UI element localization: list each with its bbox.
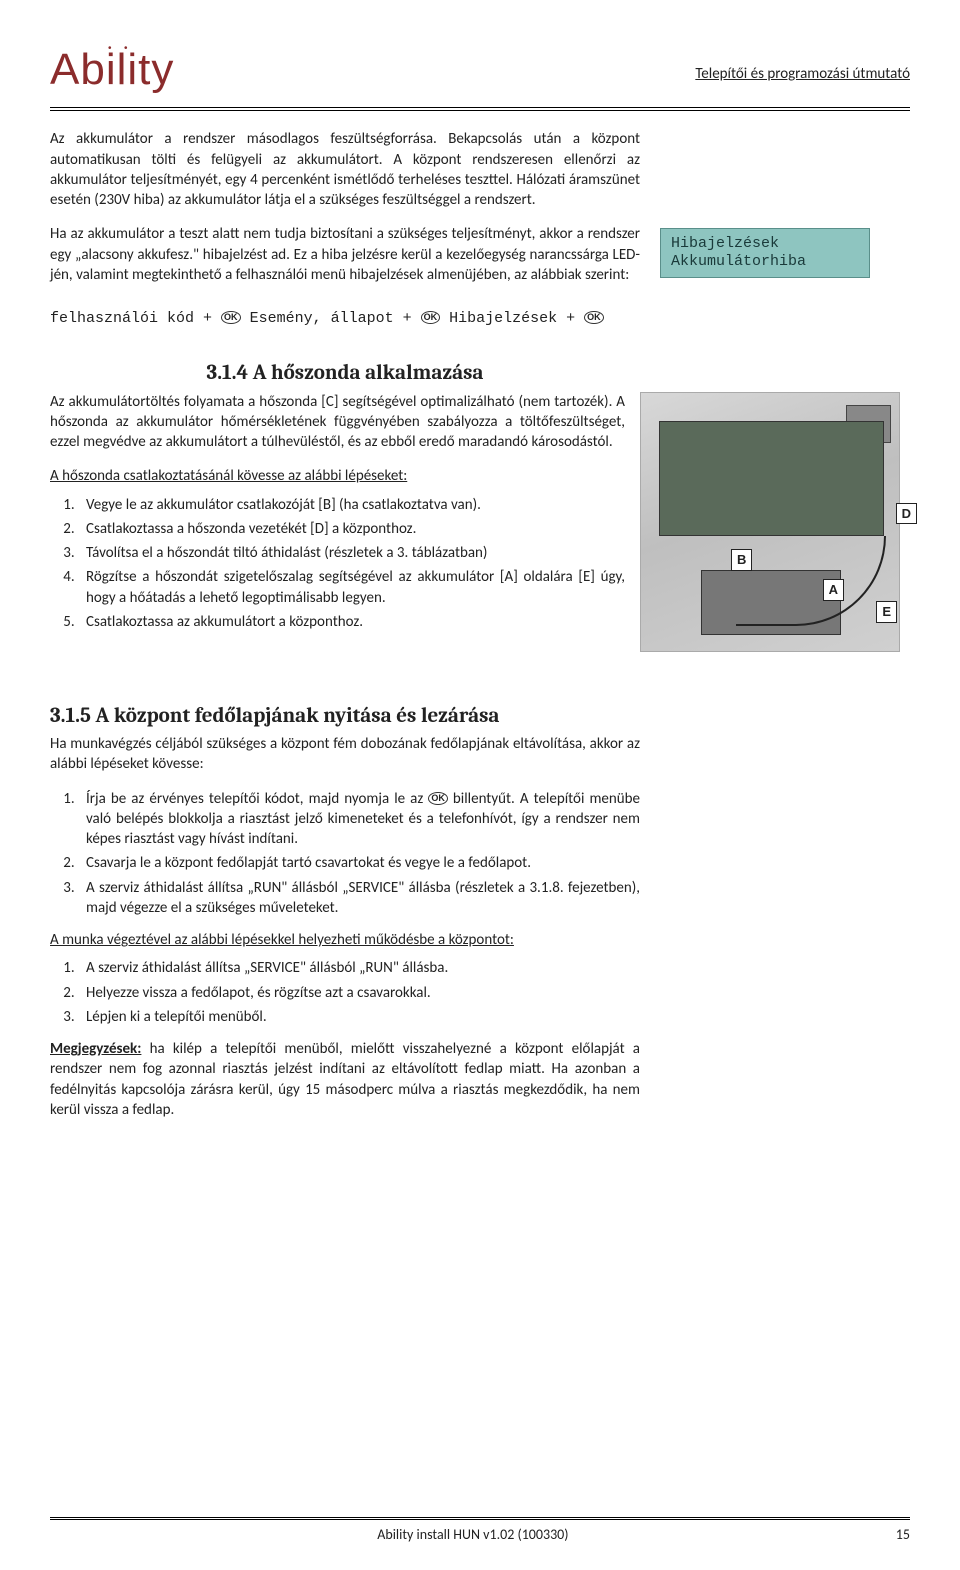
ok-icon: OK — [221, 311, 241, 324]
list-text: Távolítsa el a hőszondát tiltó áthidalás… — [86, 544, 487, 562]
label-e: E — [876, 601, 897, 623]
menu-part-1: felhasználói kód + — [50, 310, 212, 327]
list-item: Rögzítse a hőszondát szigetelőszalag seg… — [78, 567, 625, 608]
logo-decoration: • — [108, 42, 114, 56]
label-d: D — [896, 503, 917, 525]
list-item: Csatlakoztassa az akkumulátort a központ… — [78, 612, 625, 632]
list-item: A szerviz áthidalást állítsa „SERVICE" á… — [78, 958, 640, 978]
section-314-row: Az akkumulátortöltés folyamata a hőszond… — [50, 392, 910, 652]
lcd-display: Hibajelzések Akkumulátorhiba — [660, 228, 870, 278]
list-item: Csavarja le a központ fedőlapját tartó c… — [78, 853, 640, 873]
para-lcd-row: Ha az akkumulátor a teszt alatt nem tudj… — [50, 224, 910, 299]
notes-paragraph: Megjegyzések: ha kilép a telepítői menüb… — [50, 1039, 640, 1120]
wire-curve — [736, 536, 886, 626]
paragraph-intro-2: Ha az akkumulátor a teszt alatt nem tudj… — [50, 224, 640, 285]
list-text: A szerviz áthidalást állítsa „RUN" állás… — [86, 879, 640, 917]
ok-icon: OK — [428, 792, 448, 805]
header-subtitle: Telepítői és programozási útmutató — [695, 40, 910, 84]
lcd-line-2: Akkumulátorhiba — [671, 253, 859, 271]
label-a: A — [823, 579, 844, 601]
logo-decoration: • — [124, 42, 130, 56]
panel-diagram: D B A E — [640, 392, 900, 652]
ok-icon: OK — [421, 311, 441, 324]
page-header: Ability • • Telepítői és programozási út… — [50, 40, 910, 111]
footer-page: 15 — [896, 1526, 910, 1545]
menu-part-3: Hibajelzések + — [449, 310, 575, 327]
section-314-intro: Az akkumulátortöltés folyamata a hőszond… — [50, 392, 625, 453]
section-315-list-a: Írja be az érvényes telepítői kódot, maj… — [50, 789, 640, 919]
section-315-list-b: A szerviz áthidalást állítsa „SERVICE" á… — [50, 958, 640, 1027]
list-item: Csatlakoztassa a hőszonda vezetékét [D] … — [78, 519, 625, 539]
section-315-title: 3.1.5 A központ fedőlapjának nyitása és … — [50, 702, 910, 730]
section-314-text: Az akkumulátortöltés folyamata a hőszond… — [50, 392, 625, 641]
section-314-follow: A hőszonda csatlakoztatásánál kövesse az… — [50, 466, 625, 486]
section-314-list: Vegye le az akkumulátor csatlakozóját [B… — [50, 495, 625, 633]
list-item: Írja be az érvényes telepítői kódot, maj… — [78, 789, 640, 850]
list-item: Lépjen ki a telepítői menüből. — [78, 1007, 640, 1027]
page-footer: Ability install HUN v1.02 (100330) 15 — [50, 1517, 910, 1545]
brand-logo: Ability • • — [50, 40, 174, 99]
section-315-intro: Ha munkavégzés céljából szükséges a közp… — [50, 734, 640, 775]
pcb-shape — [659, 421, 884, 536]
lcd-line-1: Hibajelzések — [671, 235, 859, 253]
list-item: Távolítsa el a hőszondát tiltó áthidalás… — [78, 543, 625, 563]
menu-path: felhasználói kód + OK Esemény, állapot +… — [50, 309, 910, 329]
section-315-after: A munka végeztével az alábbi lépésekkel … — [50, 930, 640, 950]
paragraph-intro-1: Az akkumulátor a rendszer másodlagos fes… — [50, 129, 640, 210]
footer-center: Ability install HUN v1.02 (100330) — [377, 1526, 568, 1545]
ok-icon: OK — [584, 311, 604, 324]
menu-part-2: Esemény, állapot + — [250, 310, 412, 327]
lcd-wrapper: Hibajelzések Akkumulátorhiba — [660, 224, 910, 278]
label-b: B — [731, 549, 752, 571]
list-item: Helyezze vissza a fedőlapot, és rögzítse… — [78, 983, 640, 1003]
step1-pre: Írja be az érvényes telepítői kódot, maj… — [86, 790, 428, 808]
section-314-title: 3.1.4 A hőszonda alkalmazása — [50, 359, 640, 387]
notes-label: Megjegyzések: — [50, 1040, 141, 1058]
list-item: A szerviz áthidalást állítsa „RUN" állás… — [78, 878, 640, 919]
list-item: Vegye le az akkumulátor csatlakozóját [B… — [78, 495, 625, 515]
